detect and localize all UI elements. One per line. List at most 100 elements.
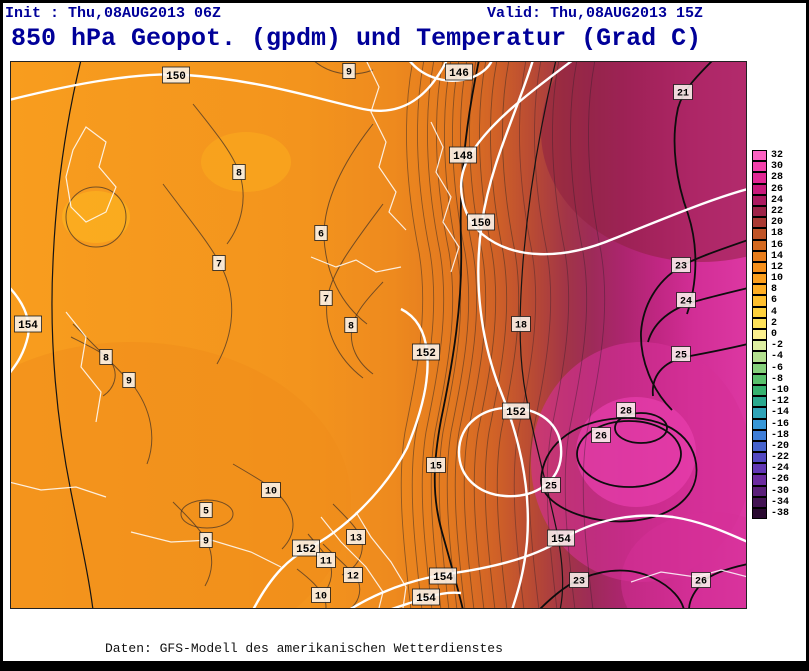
temperature-contour-label-box xyxy=(122,372,136,388)
valid-timestamp: Valid: Thu,08AUG2013 15Z xyxy=(487,5,704,22)
geopotential-contour-label-box xyxy=(412,343,440,361)
temperature-contour-label: 7 xyxy=(216,260,222,271)
coastline xyxy=(430,121,460,273)
colorbar-row: -22 xyxy=(752,452,789,464)
colorbar-swatch xyxy=(752,429,767,441)
page-title: 850 hPa Geopot. (gpdm) und Temperatur (G… xyxy=(11,24,702,53)
geopotential-contour xyxy=(409,62,493,82)
colorbar-swatch xyxy=(752,250,767,262)
temperature-contour-label: 23 xyxy=(675,262,687,273)
geopotential-contour xyxy=(457,406,563,498)
coastlines xyxy=(11,62,746,608)
colorbar-value: -4 xyxy=(771,351,784,363)
colorbar-swatch xyxy=(752,261,767,274)
colorbar-swatch xyxy=(752,295,767,307)
colorbar-row: -8 xyxy=(752,373,789,385)
colorbar-row: 0 xyxy=(752,329,789,341)
colorbar-value: -20 xyxy=(771,440,790,452)
colorbar-row: -12 xyxy=(752,396,790,408)
temperature-contour xyxy=(180,499,234,529)
temperature-contour-label: 13 xyxy=(350,534,362,545)
temperature-contour-label: 15 xyxy=(430,462,442,473)
colorbar-value: 14 xyxy=(771,250,784,262)
colorbar-row: 12 xyxy=(752,261,789,274)
temperature-contour-label: 8 xyxy=(103,354,109,365)
colorbar-row: -16 xyxy=(752,418,789,430)
colorbar-value: -38 xyxy=(771,508,790,519)
coastline xyxy=(65,126,117,223)
colorbar-row: 30 xyxy=(752,161,789,173)
temperature-contour-label-box xyxy=(673,84,693,100)
colorbar-swatch xyxy=(752,205,767,218)
colorbar-row: 2 xyxy=(752,317,789,329)
colorbar-value: 10 xyxy=(771,273,784,285)
coastline xyxy=(320,516,384,608)
colorbar-row: -2 xyxy=(752,340,789,352)
colorbar-swatch xyxy=(752,217,767,229)
colorbar-row: -24 xyxy=(752,463,789,475)
colorbar-row: 24 xyxy=(752,194,789,206)
colorbar-row: 8 xyxy=(752,284,789,296)
colorbar-swatch xyxy=(752,452,767,464)
colorbar-row: 20 xyxy=(752,217,789,229)
geopotential-contour-label: 154 xyxy=(416,593,436,605)
colorbar-row: -4 xyxy=(752,351,789,363)
geopotential-contour-label-box xyxy=(429,567,457,585)
temperature-contour-label-box xyxy=(261,482,281,498)
colorbar-value: -12 xyxy=(771,396,790,408)
colorbar-row: -20 xyxy=(752,440,790,453)
colorbar-row: -30 xyxy=(752,485,789,497)
geopotential-contour-label-box xyxy=(502,402,530,420)
colorbar-swatch xyxy=(752,418,767,430)
map: 150 146 148 150 154 152 152 152 154 154 154 9 21 8 6 7… xyxy=(10,61,747,609)
temperature-contour-label-box xyxy=(314,225,328,241)
colorbar-swatch xyxy=(752,172,767,184)
geopotential-contour-label: 146 xyxy=(449,68,469,80)
colorbar-swatch xyxy=(752,329,767,341)
geopotential-contour xyxy=(11,62,448,112)
temperature-contour-label-box xyxy=(342,63,356,79)
coastline xyxy=(11,481,107,498)
temperature-contour-label: 8 xyxy=(348,322,354,333)
init-timestamp: Init : Thu,08AUG2013 06Z xyxy=(5,5,222,22)
footer: Daten: GFS-Modell des amerikanischen Wet… xyxy=(105,609,503,661)
colorbar-swatch xyxy=(752,161,767,173)
colorbar-swatch xyxy=(752,340,767,352)
colorbar-value: -18 xyxy=(771,429,790,441)
colorbar-row: 26 xyxy=(752,183,789,195)
coastline xyxy=(310,256,402,273)
geopotential-contour xyxy=(477,62,534,608)
temperature-contour xyxy=(614,412,668,444)
colorbar-row: -38 xyxy=(752,508,790,520)
temperature-contour-label-box xyxy=(671,346,691,362)
temperature-contour-label: 18 xyxy=(515,321,527,332)
colorbar-value: 26 xyxy=(771,183,784,195)
colorbar-row: -10 xyxy=(752,384,789,397)
temperature-contour xyxy=(640,239,746,411)
geopotential-contour-label-box xyxy=(445,63,473,81)
geopotential-contour-label-box xyxy=(412,588,440,606)
colorbar-swatch xyxy=(752,284,767,296)
geopotential-contour xyxy=(459,62,746,256)
colorbar-swatch xyxy=(752,384,767,397)
temperature-contour-label: 6 xyxy=(318,230,324,241)
colorbar-value: 32 xyxy=(771,150,784,161)
colorbar-row: 18 xyxy=(752,228,789,240)
colorbar-value: 28 xyxy=(771,172,784,184)
geopotential-contour-label: 150 xyxy=(471,218,491,230)
temperature-contour xyxy=(65,186,127,248)
colorbar-value: -14 xyxy=(771,407,790,419)
temperature-contour-label: 24 xyxy=(680,297,692,308)
colorbar-row: 6 xyxy=(752,295,789,307)
temperature-contour-label-box xyxy=(426,457,446,473)
temperature-contour-label: 25 xyxy=(545,482,557,493)
colorbar-swatch xyxy=(752,474,767,486)
hot-patch-pink xyxy=(621,512,746,608)
temperature-contour-label: 11 xyxy=(320,557,332,568)
temperature-contour-label-box xyxy=(311,587,331,603)
colorbar-row: -14 xyxy=(752,407,790,419)
colorbar-swatch xyxy=(752,396,767,408)
colorbar-value: 0 xyxy=(771,329,778,340)
temperature-contour-label-box xyxy=(343,567,363,583)
